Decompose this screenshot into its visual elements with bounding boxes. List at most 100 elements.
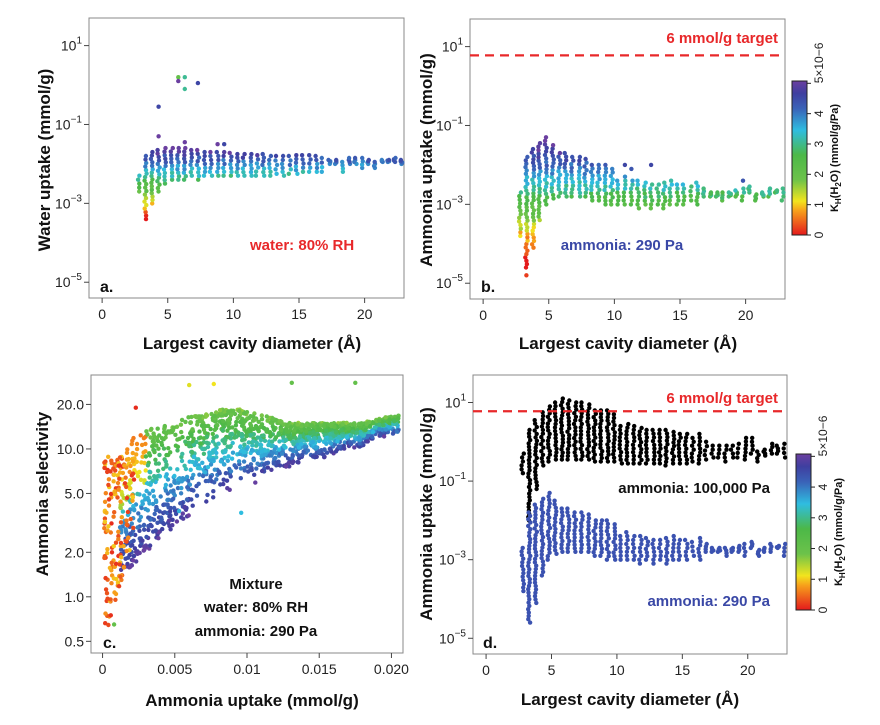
data-point	[287, 162, 293, 168]
data-point	[603, 184, 608, 189]
data-point	[249, 173, 254, 178]
data-point	[567, 426, 572, 431]
data-point	[695, 191, 701, 196]
data-point	[162, 153, 167, 158]
annotation-line: water: 80% RH	[203, 599, 308, 616]
data-point	[308, 157, 313, 162]
data-point	[517, 204, 522, 210]
data-point	[149, 523, 154, 529]
data-point	[246, 440, 251, 445]
data-point	[286, 171, 291, 176]
data-point	[565, 535, 571, 540]
data-point	[755, 449, 760, 454]
data-point	[299, 423, 304, 429]
data-point	[624, 530, 629, 535]
data-point	[118, 499, 123, 504]
data-point	[676, 446, 682, 451]
data-point	[612, 525, 617, 531]
x-axis-label: Largest cavity diameter (Å)	[143, 334, 361, 353]
data-point	[224, 478, 230, 483]
data-point	[606, 550, 611, 555]
data-point	[109, 581, 114, 586]
data-point	[554, 551, 559, 556]
data-point	[340, 159, 345, 165]
points-b	[516, 135, 786, 278]
data-point	[175, 437, 180, 442]
data-point	[108, 469, 113, 474]
data-point	[657, 438, 662, 444]
data-point	[526, 587, 531, 592]
data-point	[546, 428, 551, 433]
data-point	[691, 553, 697, 558]
data-point	[186, 415, 191, 420]
data-point	[598, 435, 603, 440]
data-point	[302, 444, 308, 449]
data-point	[274, 171, 279, 176]
data-point	[155, 438, 161, 444]
data-point	[572, 443, 577, 448]
data-point	[597, 187, 602, 192]
data-point	[248, 169, 254, 175]
data-point	[207, 454, 212, 459]
data-point	[650, 438, 656, 444]
data-point	[314, 454, 319, 459]
data-point	[234, 419, 239, 425]
data-point	[697, 431, 702, 437]
data-point	[273, 435, 279, 440]
data-point	[624, 454, 630, 459]
data-point	[599, 518, 605, 523]
data-point	[311, 430, 316, 435]
data-point	[711, 455, 716, 460]
data-point	[743, 450, 748, 455]
y-tick-label: 10−5	[436, 273, 463, 291]
data-point	[137, 181, 142, 186]
data-point	[612, 430, 617, 435]
data-point	[240, 155, 246, 160]
data-point	[540, 452, 546, 457]
data-point	[631, 457, 636, 462]
data-point	[521, 567, 526, 572]
data-point	[624, 457, 629, 462]
data-point	[180, 511, 185, 516]
data-point	[307, 161, 312, 166]
data-point	[689, 443, 695, 448]
data-point	[661, 187, 666, 193]
data-point	[540, 517, 545, 522]
colorbar-tick-label: 4	[812, 110, 826, 117]
data-point	[560, 443, 565, 449]
annotation-line: Mixture	[229, 576, 282, 593]
data-point	[632, 423, 637, 429]
data-point	[676, 442, 681, 448]
data-point	[770, 444, 775, 450]
data-point	[586, 512, 591, 517]
data-point	[541, 496, 546, 501]
data-point	[542, 138, 548, 143]
data-point	[682, 537, 688, 543]
data-point	[551, 196, 556, 201]
data-point	[781, 450, 787, 456]
data-point	[526, 617, 531, 622]
data-point	[624, 429, 629, 434]
data-point	[605, 435, 611, 440]
data-point	[243, 453, 248, 458]
data-point	[567, 433, 572, 438]
data-point	[258, 438, 264, 443]
data-point	[603, 166, 609, 171]
data-point	[643, 557, 649, 562]
data-point	[615, 202, 620, 207]
data-point	[584, 168, 589, 173]
data-point	[563, 179, 569, 185]
data-point	[157, 165, 162, 170]
data-point	[532, 546, 538, 551]
data-point	[238, 476, 243, 481]
data-point	[643, 194, 648, 200]
data-point	[135, 491, 140, 497]
data-point	[216, 173, 221, 178]
data-point	[531, 197, 536, 203]
data-point	[175, 163, 181, 168]
data-point	[182, 149, 187, 154]
data-point	[643, 180, 648, 185]
data-point	[578, 538, 584, 544]
data-point	[141, 436, 147, 441]
